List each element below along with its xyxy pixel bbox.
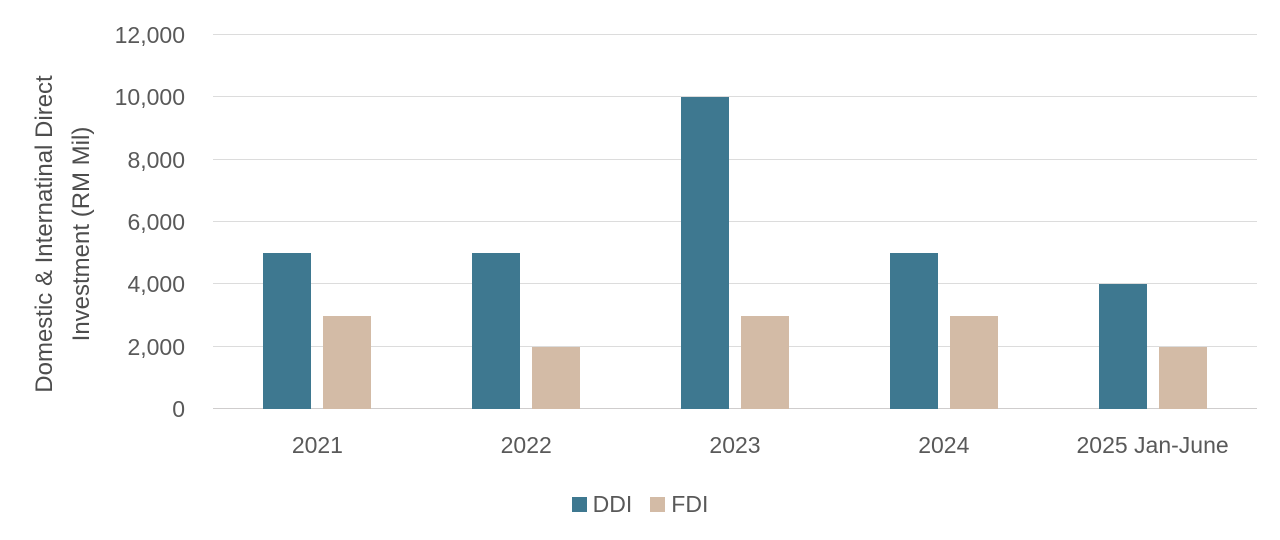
x-tick-label: 2022 <box>500 432 552 458</box>
legend-label-ddi: DDI <box>592 491 633 517</box>
gridline <box>213 283 1257 285</box>
category-group <box>1048 35 1257 409</box>
legend-swatch-fdi <box>650 497 666 512</box>
y-tick-label: 6,000 <box>127 209 185 235</box>
bar-fdi-2021 <box>323 315 372 409</box>
gridline <box>213 158 1257 160</box>
y-tick-label: 2,000 <box>127 333 185 360</box>
bar-fdi-2022 <box>532 346 581 409</box>
legend-item-ddi: DDI <box>571 491 633 518</box>
bar-ddi-2025-jan-june <box>1098 284 1147 409</box>
plot-area <box>213 34 1257 409</box>
y-tick-label: 8,000 <box>127 146 185 173</box>
bar-ddi-2024 <box>889 253 938 409</box>
bar-fdi-2024 <box>949 315 998 409</box>
category-group <box>422 35 631 409</box>
legend-label-fdi: FDI <box>671 491 709 517</box>
gridline <box>213 96 1257 98</box>
y-tick-label: 4,000 <box>127 271 185 298</box>
bar-ddi-2023 <box>680 97 729 409</box>
x-tick-label: 2023 <box>709 432 761 458</box>
y-tick-label: 10,000 <box>114 84 185 111</box>
bar-ddi-2021 <box>263 253 312 409</box>
x-tick-label: 2024 <box>918 432 970 458</box>
bar-fdi-2025-jan-june <box>1158 346 1207 409</box>
legend-item-fdi: FDI <box>650 491 708 518</box>
y-tick-label: 12,000 <box>114 22 185 48</box>
y-tick-label: 0 <box>172 396 185 422</box>
gridline <box>213 345 1257 347</box>
legend: DDI FDI <box>0 491 1280 518</box>
category-group <box>631 35 840 409</box>
category-group <box>213 35 422 409</box>
x-tick-label: 2021 <box>291 432 343 458</box>
x-tick-label: 2025 Jan-June <box>1076 432 1229 458</box>
gridline <box>213 221 1257 222</box>
x-axis-line <box>213 408 1257 409</box>
category-group <box>839 35 1048 409</box>
bar-ddi-2022 <box>472 253 521 409</box>
bar-fdi-2023 <box>740 315 789 409</box>
gridline <box>213 34 1257 35</box>
legend-swatch-ddi <box>571 497 587 512</box>
